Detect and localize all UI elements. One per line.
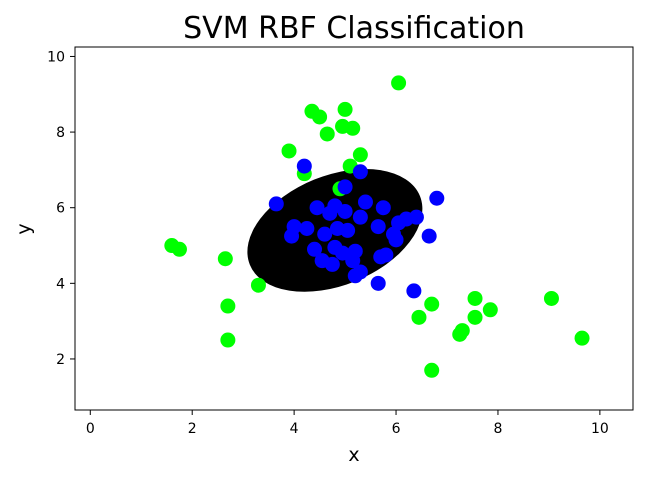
data-point bbox=[220, 332, 236, 348]
plot-area bbox=[164, 75, 590, 378]
data-point bbox=[268, 196, 284, 212]
data-point bbox=[337, 203, 353, 219]
data-point bbox=[543, 290, 559, 306]
x-axis-label: x bbox=[348, 444, 359, 466]
chart-title: SVM RBF Classification bbox=[183, 11, 525, 46]
data-point bbox=[391, 75, 407, 91]
data-point bbox=[171, 241, 187, 257]
data-point bbox=[347, 268, 363, 284]
y-tick-label: 8 bbox=[56, 125, 65, 141]
data-point bbox=[322, 205, 338, 221]
data-point bbox=[370, 219, 386, 235]
data-point bbox=[429, 190, 445, 206]
x-tick-label: 10 bbox=[591, 421, 609, 437]
data-point bbox=[250, 277, 266, 293]
y-tick-label: 2 bbox=[56, 352, 65, 368]
data-point bbox=[324, 256, 340, 272]
data-point bbox=[345, 120, 361, 136]
data-point bbox=[421, 228, 437, 244]
data-point bbox=[281, 143, 297, 159]
x-tick-label: 4 bbox=[290, 421, 299, 437]
data-point bbox=[312, 109, 328, 125]
data-point bbox=[467, 290, 483, 306]
data-point bbox=[424, 362, 440, 378]
x-tick-label: 0 bbox=[86, 421, 95, 437]
data-point bbox=[337, 101, 353, 117]
data-point bbox=[284, 228, 300, 244]
data-point bbox=[408, 209, 424, 225]
data-point bbox=[340, 222, 356, 238]
data-point bbox=[309, 200, 325, 216]
y-tick-label: 10 bbox=[47, 49, 65, 65]
y-tick-label: 6 bbox=[56, 201, 65, 217]
x-tick-label: 2 bbox=[188, 421, 197, 437]
data-point bbox=[574, 330, 590, 346]
y-axis-label: y bbox=[13, 223, 35, 234]
data-point bbox=[317, 226, 333, 242]
data-point bbox=[375, 200, 391, 216]
data-point bbox=[482, 302, 498, 318]
data-point bbox=[307, 241, 323, 257]
y-tick-label: 4 bbox=[56, 276, 65, 292]
data-point bbox=[467, 309, 483, 325]
data-point bbox=[406, 283, 422, 299]
data-point bbox=[337, 179, 353, 195]
y-axis: 2 4 6 8 10 bbox=[47, 49, 75, 368]
data-point bbox=[357, 194, 373, 210]
x-tick-label: 6 bbox=[392, 421, 401, 437]
data-point bbox=[378, 247, 394, 263]
data-point bbox=[352, 147, 368, 163]
data-point bbox=[220, 298, 236, 314]
plot-frame bbox=[74, 46, 634, 411]
data-point bbox=[411, 309, 427, 325]
x-tick-label: 8 bbox=[493, 421, 502, 437]
data-point bbox=[352, 209, 368, 225]
data-point bbox=[299, 221, 315, 236]
data-point bbox=[217, 251, 233, 267]
data-point bbox=[345, 253, 361, 269]
data-point bbox=[424, 296, 440, 312]
data-point bbox=[388, 232, 404, 248]
data-point bbox=[296, 158, 312, 174]
data-point bbox=[319, 126, 335, 142]
data-point bbox=[454, 323, 470, 339]
x-axis: 0 2 4 6 8 10 bbox=[86, 410, 609, 437]
data-point bbox=[352, 164, 368, 180]
data-point bbox=[370, 275, 386, 291]
